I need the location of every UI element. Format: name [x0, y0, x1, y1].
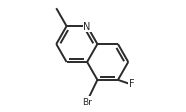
Text: Br: Br [82, 97, 92, 106]
Text: F: F [129, 79, 135, 89]
Text: N: N [84, 22, 91, 32]
